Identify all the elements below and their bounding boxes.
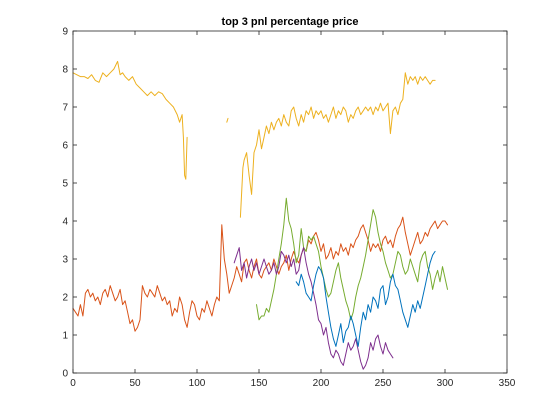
x-tick-label: 150 (251, 378, 268, 389)
x-tick-label: 100 (189, 378, 206, 389)
series-layer (72, 60, 448, 370)
axis-ticks: 0 50 100 150 200 250 300 350 0 1 2 3 4 5 6 7 8 9 (62, 27, 515, 390)
series-line-2 (226, 117, 229, 123)
series-line-4 (233, 247, 394, 370)
y-tick-label: 5 (62, 179, 68, 190)
x-tick-label: 0 (70, 378, 76, 389)
y-tick-label: 0 (62, 369, 68, 380)
series-line-2 (72, 60, 188, 180)
y-tick-label: 9 (62, 27, 68, 38)
y-tick-label: 6 (62, 141, 68, 152)
y-tick-label: 1 (62, 331, 68, 342)
x-tick-label: 300 (437, 378, 454, 389)
x-tick-label: 50 (129, 378, 141, 389)
series-line-2 (239, 72, 436, 218)
y-tick-label: 8 (62, 65, 68, 76)
x-tick-label: 200 (313, 378, 330, 389)
y-tick-label: 7 (62, 103, 68, 114)
plot-area-frame (72, 30, 508, 374)
series-line-3 (256, 197, 448, 321)
x-tick-label: 250 (375, 378, 392, 389)
chart-title: top 3 pnl percentage price (222, 16, 359, 28)
y-tick-label: 2 (62, 293, 68, 304)
series-line-1 (72, 216, 448, 332)
series-line-5 (295, 250, 436, 347)
y-tick-label: 4 (62, 217, 68, 228)
x-tick-label: 350 (499, 378, 516, 389)
y-tick-label: 3 (62, 255, 68, 266)
